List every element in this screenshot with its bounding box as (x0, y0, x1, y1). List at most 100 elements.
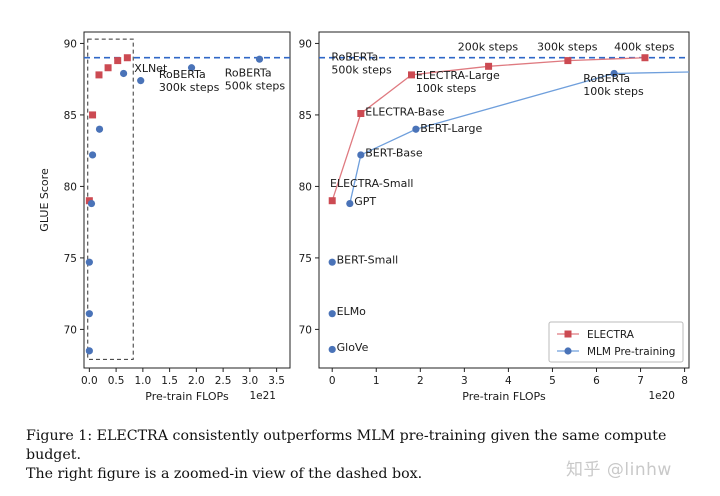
y-tick-label: 75 (64, 253, 77, 265)
mlm-point (357, 151, 365, 159)
x-axis-label: Pre-train FLOPs (145, 390, 229, 403)
mlm-point (610, 69, 618, 78)
legend-marker-square (564, 330, 572, 338)
x-tick-label: 2 (417, 375, 424, 387)
mlm-point (88, 151, 97, 159)
mlm-point (85, 310, 93, 318)
x-tick-label: 2.5 (215, 375, 232, 387)
plot-frame (83, 31, 291, 369)
annotation-label: RoBERTa (331, 51, 378, 64)
x-tick-label: 1.5 (161, 375, 178, 387)
annotation-label: BERT-Large (420, 122, 482, 135)
x-axis-label: Pre-train FLOPs (462, 390, 546, 403)
figure: 0.0 0.5 1.0 1.5 2.0 2.5 3.0 3.57075808590Pre-tr… (38, 31, 690, 403)
legend-label: MLM Pre-training (587, 346, 675, 358)
mlm-point (119, 69, 128, 78)
annotation-label: 300k steps (537, 41, 598, 54)
annotation-label: ELECTRA-Base (365, 106, 445, 119)
annotation-label: ELECTRA-Small (330, 177, 413, 190)
x-tick-label: 5 (549, 375, 556, 387)
annotation-label: BERT-Base (365, 146, 423, 159)
mlm-point (87, 199, 96, 208)
annotation-label: GPT (354, 195, 376, 208)
mlm-point (255, 55, 264, 63)
x-tick-label: 1.0 (135, 375, 152, 387)
x-tick-label: 2.0 (188, 375, 205, 387)
annotation-label: ELMo (337, 305, 367, 318)
y-axis-label: GLUE Score (38, 168, 51, 232)
annotation-label: ELECTRA-Large (416, 69, 500, 82)
series-line-electra (331, 57, 645, 201)
mlm-point (187, 64, 196, 72)
y-tick-label: 70 (64, 324, 77, 336)
mlm-point (137, 77, 145, 85)
mlm-point (328, 310, 336, 318)
annotation-label: GloVe (337, 341, 369, 354)
mlm-point (346, 199, 354, 208)
annotation-label: 100k steps (583, 85, 644, 98)
y-tick-label: 85 (64, 110, 77, 122)
caption-line-1: Figure 1: ELECTRA consistently outperfor… (26, 428, 667, 463)
zoom-box (87, 38, 134, 360)
x-tick-label: 3 (461, 375, 468, 387)
electra-point (328, 197, 336, 205)
y-tick-label: 75 (299, 253, 312, 265)
x-tick-label: 0.0 (81, 375, 98, 387)
electra-point (95, 71, 103, 79)
series-line-mlm (349, 72, 615, 204)
legend-label: ELECTRA (587, 329, 635, 341)
x-tick-label: 7 (637, 375, 644, 387)
x-tick-label: 0.5 (108, 375, 125, 387)
annotation-label: RoBERTa (583, 72, 630, 85)
x-offset-label: 1e21 (249, 390, 276, 402)
electra-point (408, 71, 415, 79)
electra-point (104, 64, 112, 72)
figure-caption: Figure 1: ELECTRA consistently outperfor… (26, 427, 716, 484)
chart-panel-left: 0.0 0.5 1.0 1.5 2.0 2.5 3.0 3.5 70 75 80 85 90 Pre-tr… (38, 31, 291, 403)
annotation-label: 500k steps (331, 64, 392, 77)
electra-point (564, 57, 572, 65)
y-tick-label: 80 (299, 181, 312, 193)
legend-marker-circle (564, 347, 572, 355)
annotation-label: RoBERTa (159, 68, 206, 81)
electra-point (485, 62, 493, 70)
mlm-point (328, 258, 336, 266)
electra-point (357, 109, 365, 117)
watermark: 知乎 @linhw (566, 460, 672, 480)
x-tick-label: 3.0 (242, 375, 259, 387)
mlm-point (85, 347, 93, 355)
caption-line-2: The right figure is a zoomed-in view of … (26, 466, 423, 482)
y-tick-label: 70 (299, 324, 312, 336)
y-tick-label: 80 (64, 181, 77, 193)
x-tick-label: 1 (373, 375, 380, 387)
annotation-label: 100k steps (416, 82, 477, 95)
annotation-label: XLNet (134, 62, 168, 75)
x-tick-label: 3.5 (268, 375, 285, 387)
x-tick-label: 0 (329, 375, 336, 387)
annotation-label: 200k steps (458, 41, 519, 54)
y-tick-label: 90 (64, 38, 77, 50)
x-tick-label: 4 (505, 375, 512, 387)
mlm-point (95, 125, 104, 133)
electra-point (123, 54, 131, 62)
annotation-label: 300k steps (159, 81, 220, 94)
series-line-mlm-extension (614, 71, 690, 75)
chart-panel-right: 0 1 2 3 4 5 6 7 8 70 75 80 85 90 Pre-train FLOPs 1e20 Ro… (299, 31, 690, 403)
mlm-point (85, 258, 93, 266)
legend: ELECTRA MLM Pre-training (548, 321, 684, 363)
x-tick-label: 8 (681, 375, 688, 387)
y-tick-label: 90 (299, 38, 312, 50)
y-tick-label: 85 (299, 110, 312, 122)
electra-point (114, 57, 122, 65)
mlm-point (412, 125, 420, 133)
annotation-label: 400k steps (614, 41, 675, 54)
plot-frame (318, 31, 690, 369)
annotation-label: 500k steps (225, 79, 286, 92)
annotation-label: RoBERTa (225, 66, 272, 79)
electra-point (641, 54, 649, 62)
annotation-label: BERT-Small (337, 254, 399, 267)
legend-box (548, 321, 684, 363)
x-tick-label: 6 (593, 375, 600, 387)
x-offset-label: 1e20 (648, 390, 675, 402)
electra-point (89, 111, 97, 119)
